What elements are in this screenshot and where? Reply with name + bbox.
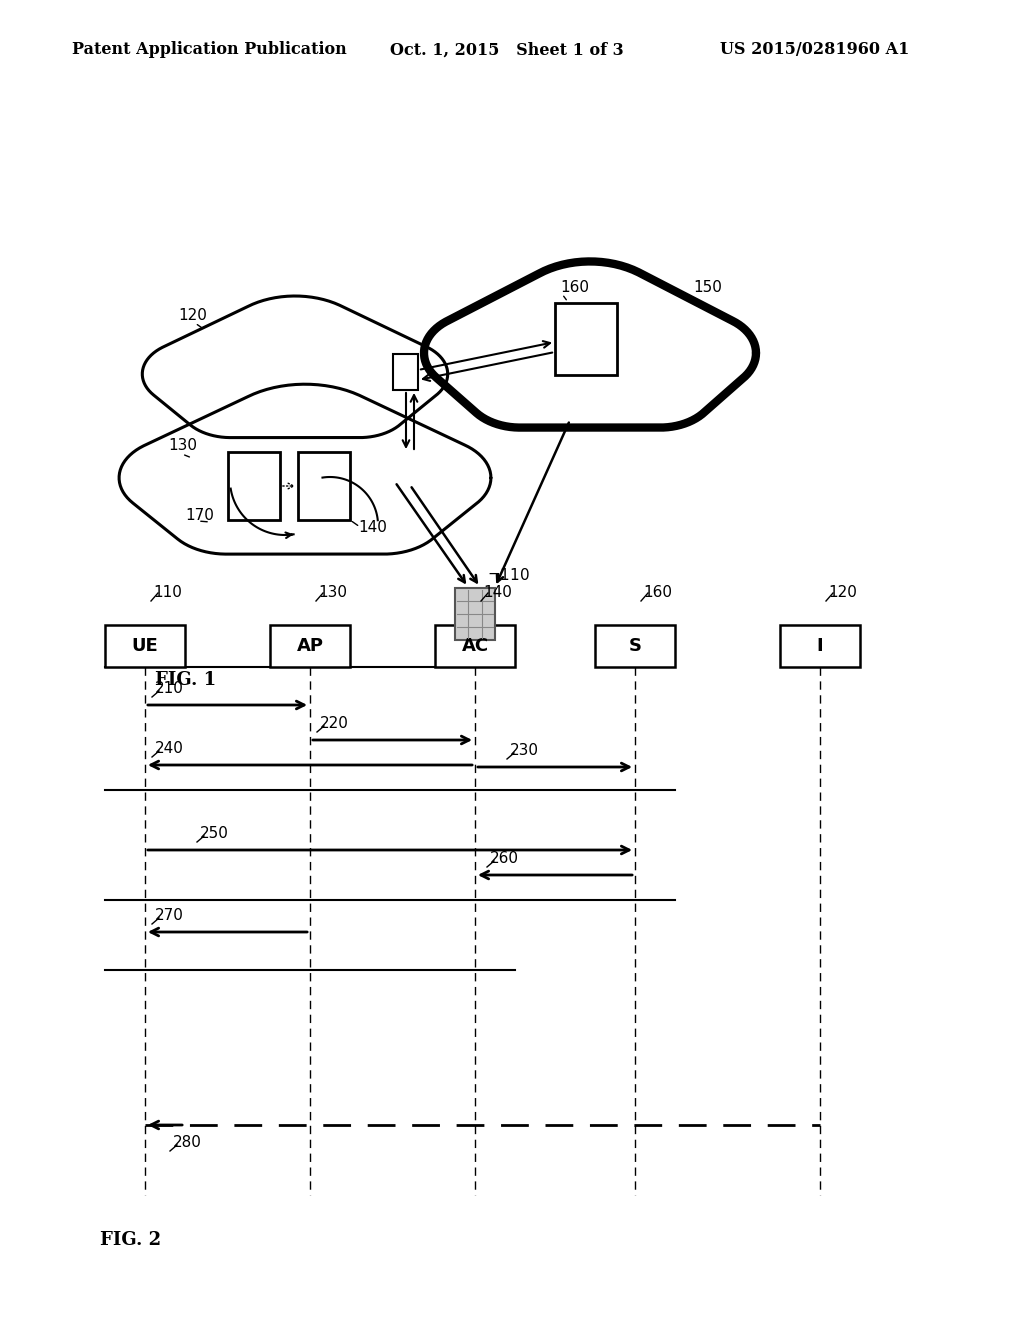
Text: 110: 110 <box>153 585 182 601</box>
Text: 250: 250 <box>200 826 229 841</box>
Text: 160: 160 <box>560 280 589 294</box>
Text: 210: 210 <box>155 681 184 696</box>
Text: 240: 240 <box>155 741 184 756</box>
FancyBboxPatch shape <box>228 451 280 520</box>
Text: 220: 220 <box>319 715 349 731</box>
Text: $\neg$110: $\neg$110 <box>487 568 529 583</box>
Text: 140: 140 <box>358 520 387 535</box>
FancyBboxPatch shape <box>393 354 418 389</box>
FancyBboxPatch shape <box>780 624 860 667</box>
FancyBboxPatch shape <box>105 624 185 667</box>
FancyBboxPatch shape <box>298 451 350 520</box>
Text: 150: 150 <box>693 280 722 294</box>
Text: US 2015/0281960 A1: US 2015/0281960 A1 <box>720 41 909 58</box>
Text: 280: 280 <box>173 1135 202 1150</box>
Text: AP: AP <box>297 638 324 655</box>
Text: 120: 120 <box>828 585 857 601</box>
Text: 270: 270 <box>155 908 184 923</box>
Text: I: I <box>817 638 823 655</box>
FancyBboxPatch shape <box>555 304 617 375</box>
Text: 230: 230 <box>510 743 539 758</box>
Text: Patent Application Publication: Patent Application Publication <box>72 41 347 58</box>
Polygon shape <box>119 384 490 554</box>
Text: 260: 260 <box>490 851 519 866</box>
Text: Oct. 1, 2015   Sheet 1 of 3: Oct. 1, 2015 Sheet 1 of 3 <box>390 41 624 58</box>
FancyBboxPatch shape <box>595 624 675 667</box>
Text: 160: 160 <box>643 585 672 601</box>
Text: 170: 170 <box>185 508 214 523</box>
Text: 130: 130 <box>318 585 347 601</box>
Text: 120: 120 <box>178 308 207 323</box>
Text: S: S <box>629 638 641 655</box>
Text: FIG. 2: FIG. 2 <box>100 1232 161 1249</box>
FancyBboxPatch shape <box>270 624 350 667</box>
Polygon shape <box>424 261 756 428</box>
FancyBboxPatch shape <box>455 587 495 640</box>
Text: 140: 140 <box>483 585 512 601</box>
Text: UE: UE <box>132 638 159 655</box>
Text: AC: AC <box>462 638 488 655</box>
FancyBboxPatch shape <box>435 624 515 667</box>
Polygon shape <box>142 296 447 438</box>
Text: 130: 130 <box>168 438 197 453</box>
Text: FIG. 1: FIG. 1 <box>155 671 216 689</box>
